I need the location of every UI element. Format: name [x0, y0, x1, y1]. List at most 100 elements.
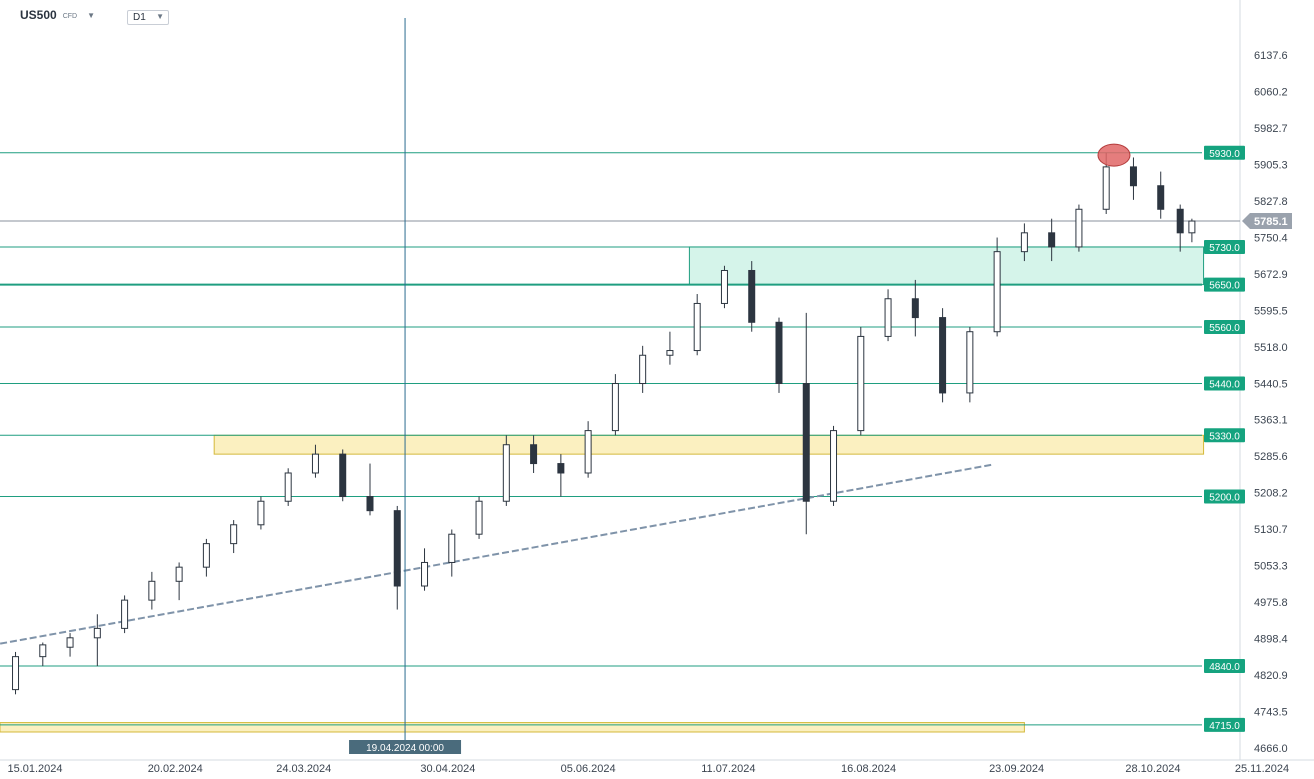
candle-body — [421, 561, 429, 587]
chevron-down-icon: ▼ — [156, 12, 164, 21]
candle-body — [611, 383, 619, 432]
zone-bottom — [0, 722, 1025, 733]
x-tick-label: 20.02.2024 — [148, 763, 203, 775]
candle-body — [1048, 232, 1056, 248]
y-tick-label: 5518.0 — [1254, 342, 1288, 354]
candle-body — [175, 566, 183, 582]
x-tick-label: 28.10.2024 — [1125, 763, 1180, 775]
y-tick-label: 4743.5 — [1254, 707, 1288, 719]
level-label-bg — [1204, 277, 1245, 292]
y-tick-label: 5053.3 — [1254, 561, 1288, 573]
level-label-bg — [1204, 376, 1245, 391]
symbol-type: CFD — [62, 12, 78, 20]
y-tick-label: 5750.4 — [1254, 232, 1288, 244]
level-label: 5440.0 — [1209, 380, 1240, 391]
candle-body — [93, 627, 101, 639]
candle-body — [39, 644, 47, 658]
y-tick-label: 5905.3 — [1254, 159, 1288, 171]
candle-body — [502, 444, 510, 502]
level-label-bg — [1204, 717, 1245, 732]
candle-body — [857, 335, 865, 432]
candle-body — [257, 500, 265, 526]
level-label-bg — [1204, 239, 1245, 254]
candle-body — [802, 383, 810, 502]
candle-body — [311, 453, 319, 474]
level-label: 5330.0 — [1209, 431, 1240, 442]
candle-body — [557, 463, 565, 474]
level-label: 5560.0 — [1209, 323, 1240, 334]
candle-body — [1075, 208, 1083, 248]
level-label: 4715.0 — [1209, 721, 1240, 732]
level-label-bg — [1204, 320, 1245, 335]
current-price-label: 5785.1 — [1254, 216, 1288, 228]
level-label: 5200.0 — [1209, 493, 1240, 504]
trendline — [0, 463, 994, 645]
candle-body — [720, 269, 728, 304]
candle-body — [966, 331, 974, 394]
candle-body — [366, 496, 374, 512]
y-tick-label: 4820.9 — [1254, 670, 1288, 682]
candle-body — [1020, 232, 1028, 253]
y-tick-label: 4898.4 — [1254, 634, 1288, 646]
level-label-bg — [1204, 489, 1245, 504]
level-label: 5730.0 — [1209, 243, 1240, 254]
candle-body — [230, 524, 238, 545]
candle-body — [775, 321, 783, 385]
candle-body — [66, 637, 74, 648]
x-tick-label: 05.06.2024 — [561, 763, 616, 775]
chevron-down-icon[interactable]: ▼ — [87, 10, 96, 20]
y-tick-label: 5285.6 — [1254, 451, 1288, 463]
x-tick-label: 16.08.2024 — [841, 763, 896, 775]
crosshair-date-bg — [349, 740, 462, 754]
candle-body — [1176, 208, 1184, 234]
candle-body — [448, 533, 456, 563]
price-axis-panel — [1241, 0, 1314, 779]
level-label: 4840.0 — [1209, 662, 1240, 673]
candle-body — [475, 500, 483, 535]
candle-body — [1188, 220, 1196, 234]
y-tick-label: 5363.1 — [1254, 415, 1288, 427]
candle-body — [1129, 166, 1137, 187]
candle-body — [666, 350, 674, 356]
candle-body — [121, 599, 129, 629]
candle-body — [993, 251, 1001, 333]
x-tick-label: 25.11.2024 — [1235, 763, 1289, 775]
symbol-header[interactable]: US500 CFD ▼ — [20, 8, 95, 22]
y-tick-label: 4975.8 — [1254, 597, 1288, 609]
candle-body — [584, 430, 592, 474]
y-tick-label: 4666.0 — [1254, 743, 1288, 755]
candle-body — [393, 510, 401, 587]
candle-body — [639, 354, 647, 385]
x-tick-label: 24.03.2024 — [276, 763, 331, 775]
timeframe-select[interactable]: D1 ▼ — [127, 10, 169, 25]
candle-body — [1102, 166, 1110, 210]
candle-body — [884, 298, 892, 337]
x-tick-label: 11.07.2024 — [701, 763, 755, 775]
candle-body — [939, 317, 947, 394]
level-label-bg — [1204, 428, 1245, 443]
level-label: 5650.0 — [1209, 281, 1240, 292]
y-tick-label: 5208.2 — [1254, 488, 1288, 500]
current-price-badge — [1242, 212, 1292, 229]
y-tick-label: 5827.8 — [1254, 196, 1288, 208]
zone-resistance — [213, 434, 1205, 455]
y-tick-label: 5982.7 — [1254, 123, 1288, 135]
x-tick-label: 30.04.2024 — [420, 763, 475, 775]
timeframe-value: D1 — [133, 12, 146, 23]
y-tick-label: 6137.6 — [1254, 50, 1288, 62]
y-tick-label: 5440.5 — [1254, 378, 1288, 390]
x-tick-label: 23.09.2024 — [989, 763, 1044, 775]
candle-body — [284, 472, 292, 502]
y-tick-label: 6060.2 — [1254, 86, 1288, 98]
y-tick-label: 5672.9 — [1254, 269, 1288, 281]
y-tick-label: 5130.7 — [1254, 524, 1288, 536]
candle-body — [748, 269, 756, 323]
level-label-bg — [1204, 145, 1245, 160]
candle-body — [830, 430, 838, 502]
symbol-name: US500 — [20, 8, 57, 22]
candle-body — [530, 444, 538, 465]
candle-body — [1157, 185, 1165, 210]
y-tick-label: 5595.5 — [1254, 305, 1288, 317]
level-label-bg — [1204, 659, 1245, 674]
